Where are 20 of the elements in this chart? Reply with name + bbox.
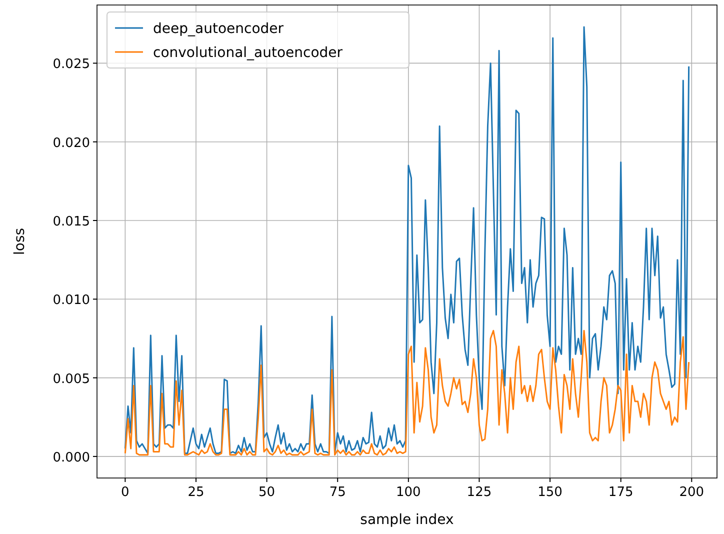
y-tick-label: 0.020 [52, 136, 90, 151]
x-tick-label: 150 [538, 485, 562, 500]
x-tick-label: 25 [188, 485, 204, 500]
legend-label: convolutional_autoencoder [153, 45, 343, 61]
y-tick-label: 0.015 [52, 214, 90, 230]
y-tick-label: 0.000 [52, 450, 90, 466]
x-tick-label: 50 [258, 485, 276, 500]
x-tick-label: 0 [121, 485, 130, 500]
y-tick-label: 0.025 [52, 57, 90, 72]
x-axis-title: sample index [360, 512, 454, 528]
line-series [124, 330, 690, 456]
x-tick-label: 100 [396, 485, 421, 500]
y-tick-label: 0.010 [52, 293, 90, 308]
x-tick-label: 175 [608, 485, 634, 500]
y-tick-label: 0.005 [52, 372, 90, 387]
legend-label: deep_autoencoder [153, 21, 284, 37]
x-tick-label: 75 [329, 485, 346, 500]
x-tick-label: 125 [466, 485, 492, 500]
y-axis-title: loss [12, 228, 28, 256]
x-tick-label: 200 [679, 485, 704, 500]
